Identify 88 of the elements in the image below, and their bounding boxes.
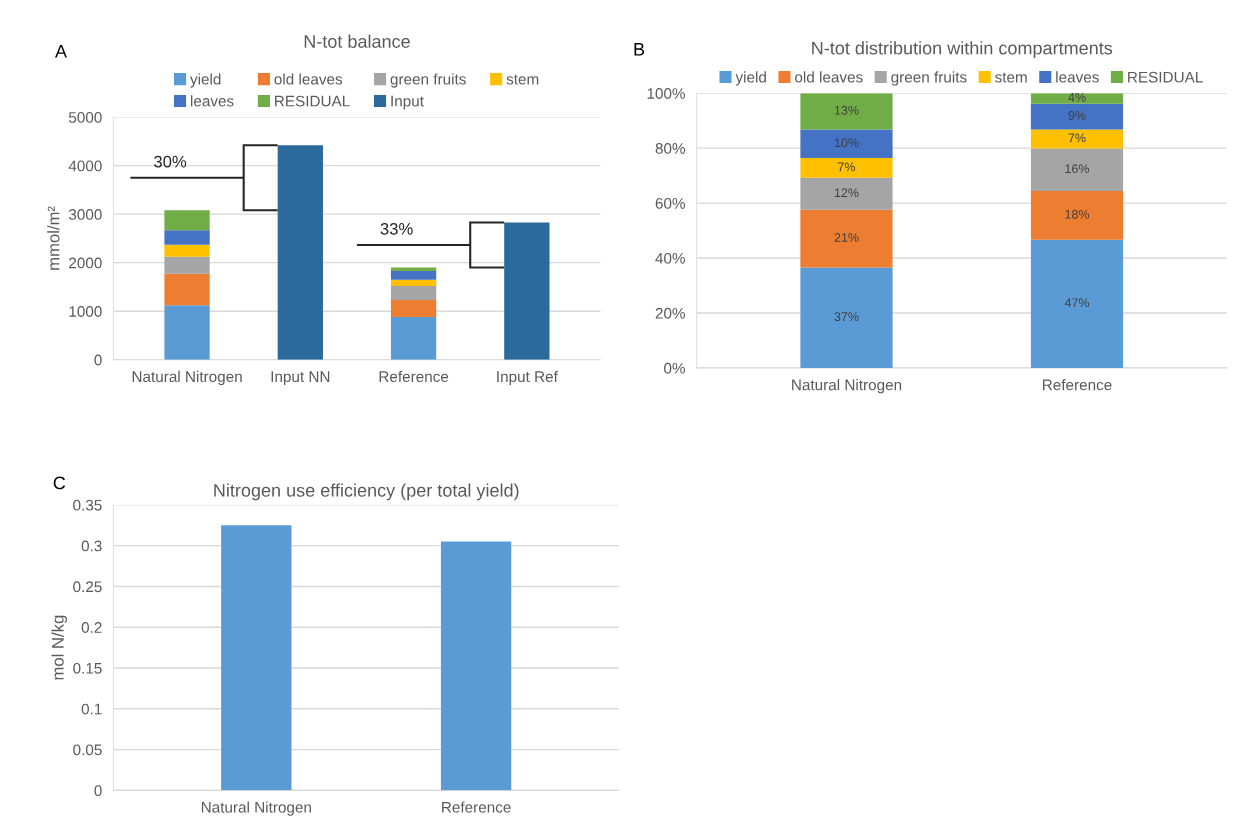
text: A (55, 44, 67, 58)
bar (390, 285, 437, 301)
x-tick-label: Natural Nitrogen (792, 379, 902, 394)
y-tick-label: 5000 (68, 112, 102, 123)
data-label: 7% (838, 162, 856, 172)
y-tick-label: 0% (664, 362, 685, 374)
bar (1030, 239, 1124, 368)
y-tick-label: 0.2 (81, 622, 102, 633)
y-tick-label: 60% (655, 197, 685, 209)
bar (164, 210, 210, 231)
annotation: 30% (154, 155, 187, 168)
bar (800, 209, 893, 268)
y-tick-label: 1000 (69, 306, 102, 317)
bar (277, 145, 323, 360)
bar (390, 300, 437, 318)
legend-label: old leaves (795, 71, 863, 83)
legend-label: yield (735, 71, 766, 86)
y-tick-label: 4000 (68, 160, 102, 172)
data-label: 10% (834, 138, 859, 148)
bar (1030, 103, 1124, 130)
data-label: 9% (1068, 111, 1086, 120)
bar (800, 267, 893, 368)
text: B (634, 43, 645, 56)
bar (800, 177, 893, 210)
y-tick-label: 40% (655, 252, 685, 264)
bar (1030, 148, 1124, 192)
x-tick-label: Natural Nitrogen (132, 370, 242, 386)
x-tick-label: Input NN (271, 371, 330, 386)
data-label: 7% (1068, 133, 1086, 143)
bar (800, 93, 893, 130)
legend-label: stem (995, 72, 1027, 83)
bar (1030, 129, 1124, 149)
bar (390, 317, 437, 360)
x-tick-label: Reference (379, 370, 449, 383)
chart-title: Nitrogen use efficiency (per total yield) (214, 483, 519, 501)
y-tick-label: 3000 (68, 209, 102, 220)
data-label: 4% (1068, 93, 1086, 102)
y-tick-label: 0 (94, 785, 102, 797)
legend-label: RESIDUAL (275, 95, 350, 107)
x-tick-label: Reference (442, 801, 511, 813)
y-tick-label: 0 (94, 354, 102, 366)
y-axis-title: mmol/m² (47, 206, 60, 270)
y-tick-label: 0.3 (81, 540, 102, 552)
y-tick-label: 0.15 (73, 662, 102, 674)
x-tick-label: Reference (1043, 379, 1112, 391)
y-tick-label: 100% (647, 88, 685, 99)
annotation: 33% (380, 222, 413, 235)
y-tick-label: 0.1 (81, 703, 102, 715)
data-label: 16% (1065, 164, 1090, 174)
data-label: 13% (834, 105, 859, 115)
data-label: 18% (1065, 209, 1090, 219)
y-axis-title: mol N/kg (51, 615, 68, 680)
legend-label: old leaves (274, 73, 343, 85)
y-tick-label: 20% (655, 307, 685, 319)
bar (504, 222, 550, 360)
bar (800, 129, 893, 159)
legend-label: stem (506, 74, 539, 85)
chart-title: N-tot distribution within compartments (812, 41, 1113, 59)
bar (390, 279, 437, 286)
bar (164, 273, 210, 306)
bar (800, 158, 893, 178)
bar (164, 244, 210, 257)
legend-label: leaves (190, 95, 234, 107)
bar (390, 270, 437, 280)
legend-label: green fruits (891, 71, 967, 86)
bar (164, 256, 210, 274)
legend-label: green fruits (390, 73, 466, 88)
bar (1030, 93, 1124, 104)
legend-label: yield (190, 73, 221, 88)
legend-label: Input (391, 95, 424, 110)
bar (164, 230, 210, 245)
legend-label: RESIDUAL (1128, 71, 1203, 83)
text: C (53, 476, 66, 490)
chart-title: N-tot balance (304, 34, 410, 48)
y-tick-label: 2000 (69, 257, 102, 269)
data-label: 12% (834, 188, 859, 198)
y-tick-label: 0.35 (73, 499, 102, 511)
data-label: 47% (1064, 298, 1090, 308)
legend-label: leaves (1056, 71, 1099, 83)
x-tick-label: Natural Nitrogen (201, 801, 311, 816)
data-label: 21% (834, 233, 859, 242)
bar (1030, 191, 1124, 240)
y-tick-label: 80% (655, 143, 685, 154)
y-tick-label: 0.25 (73, 581, 102, 593)
bar (164, 305, 210, 360)
y-tick-label: 0.05 (73, 744, 102, 756)
data-label: 37% (834, 312, 859, 322)
x-tick-label: Input Ref (497, 370, 558, 386)
